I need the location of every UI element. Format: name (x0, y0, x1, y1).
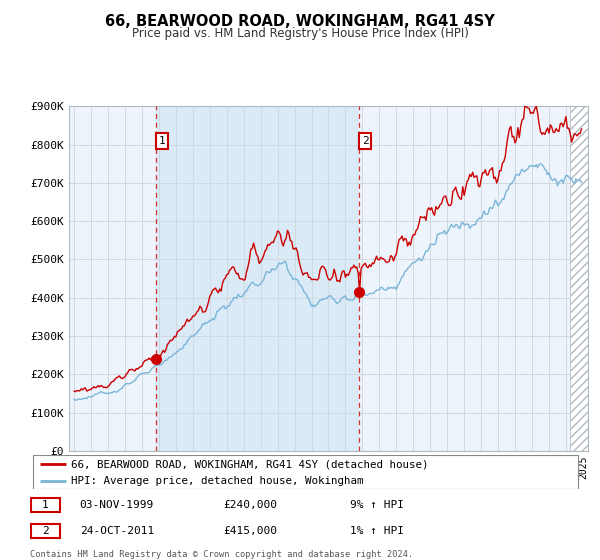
Bar (570, 106, 592, 451)
Text: 24-OCT-2011: 24-OCT-2011 (80, 526, 154, 536)
Text: 66, BEARWOOD ROAD, WOKINGHAM, RG41 4SY: 66, BEARWOOD ROAD, WOKINGHAM, RG41 4SY (105, 14, 495, 29)
Text: Contains HM Land Registry data © Crown copyright and database right 2024.
This d: Contains HM Land Registry data © Crown c… (30, 550, 413, 560)
FancyBboxPatch shape (33, 455, 578, 489)
Text: 1% ↑ HPI: 1% ↑ HPI (350, 526, 404, 536)
Text: 03-NOV-1999: 03-NOV-1999 (80, 500, 154, 510)
Text: 9% ↑ HPI: 9% ↑ HPI (350, 500, 404, 510)
FancyBboxPatch shape (31, 498, 60, 512)
Text: Price paid vs. HM Land Registry's House Price Index (HPI): Price paid vs. HM Land Registry's House … (131, 27, 469, 40)
Text: 66, BEARWOOD ROAD, WOKINGHAM, RG41 4SY (detached house): 66, BEARWOOD ROAD, WOKINGHAM, RG41 4SY (… (71, 459, 429, 469)
Text: £415,000: £415,000 (223, 526, 277, 536)
Text: £240,000: £240,000 (223, 500, 277, 510)
FancyBboxPatch shape (31, 524, 60, 538)
Text: 2: 2 (362, 136, 368, 146)
Text: 2: 2 (42, 526, 49, 536)
Text: HPI: Average price, detached house, Wokingham: HPI: Average price, detached house, Woki… (71, 476, 364, 486)
Text: 1: 1 (42, 500, 49, 510)
Text: 1: 1 (159, 136, 166, 146)
Bar (156, 106, 359, 451)
